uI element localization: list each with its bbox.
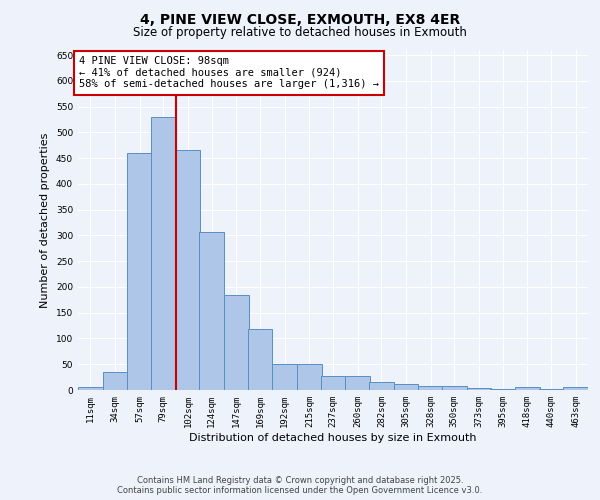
Text: Size of property relative to detached houses in Exmouth: Size of property relative to detached ho…: [133, 26, 467, 39]
Bar: [272, 364, 297, 390]
Bar: [224, 295, 249, 390]
Text: Contains HM Land Registry data © Crown copyright and database right 2025.
Contai: Contains HM Land Registry data © Crown c…: [118, 476, 482, 495]
Bar: [199, 232, 224, 390]
Bar: [127, 153, 152, 390]
Bar: [442, 386, 467, 390]
Bar: [394, 384, 418, 390]
Bar: [151, 117, 176, 390]
Bar: [467, 388, 491, 390]
Text: 4, PINE VIEW CLOSE, EXMOUTH, EX8 4ER: 4, PINE VIEW CLOSE, EXMOUTH, EX8 4ER: [140, 12, 460, 26]
Bar: [369, 382, 394, 390]
Bar: [248, 329, 272, 390]
Bar: [103, 372, 127, 390]
Y-axis label: Number of detached properties: Number of detached properties: [40, 132, 50, 308]
Bar: [515, 388, 539, 390]
X-axis label: Distribution of detached houses by size in Exmouth: Distribution of detached houses by size …: [189, 432, 477, 442]
Bar: [176, 150, 200, 390]
Bar: [563, 388, 588, 390]
Bar: [78, 388, 103, 390]
Bar: [346, 376, 370, 390]
Bar: [320, 376, 346, 390]
Bar: [297, 364, 322, 390]
Bar: [418, 386, 443, 390]
Text: 4 PINE VIEW CLOSE: 98sqm
← 41% of detached houses are smaller (924)
58% of semi-: 4 PINE VIEW CLOSE: 98sqm ← 41% of detach…: [79, 56, 379, 90]
